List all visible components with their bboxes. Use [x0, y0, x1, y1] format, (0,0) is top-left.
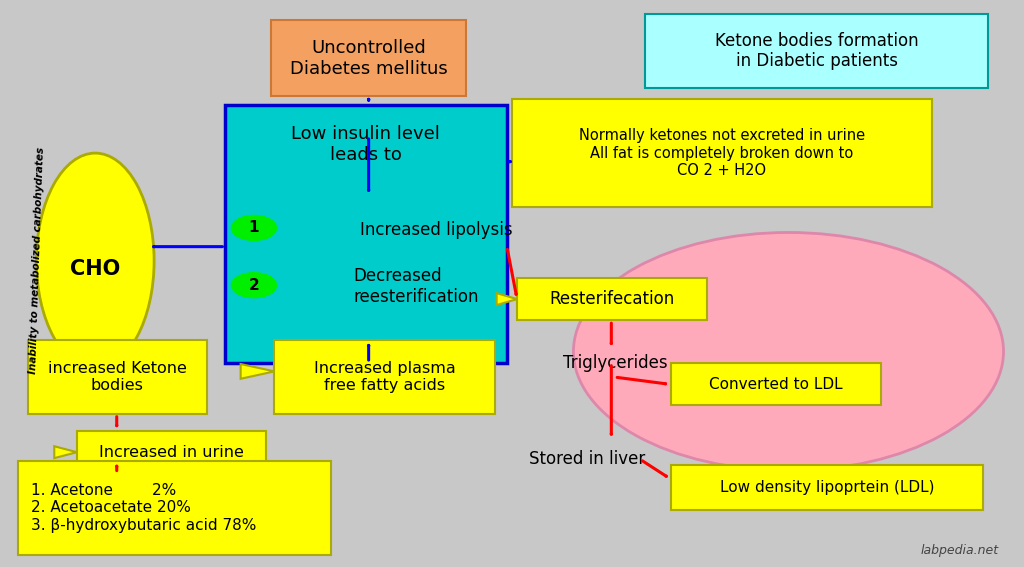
FancyBboxPatch shape	[671, 363, 881, 405]
FancyBboxPatch shape	[274, 340, 495, 414]
Text: Increased lipolysis: Increased lipolysis	[360, 221, 513, 239]
Polygon shape	[241, 364, 274, 379]
Text: Converted to LDL: Converted to LDL	[709, 376, 843, 392]
Text: Increased in urine: Increased in urine	[99, 445, 244, 460]
FancyBboxPatch shape	[517, 278, 707, 320]
Text: Low density lipoprtein (LDL): Low density lipoprtein (LDL)	[720, 480, 934, 495]
Circle shape	[231, 273, 276, 298]
Polygon shape	[54, 446, 77, 458]
Ellipse shape	[573, 232, 1004, 471]
FancyBboxPatch shape	[28, 340, 207, 414]
Text: Normally ketones not excreted in urine
All fat is completely broken down to
CO 2: Normally ketones not excreted in urine A…	[579, 128, 865, 178]
FancyBboxPatch shape	[671, 465, 983, 510]
Text: Uncontrolled
Diabetes mellitus: Uncontrolled Diabetes mellitus	[290, 39, 447, 78]
Text: 1: 1	[249, 221, 259, 235]
Ellipse shape	[37, 153, 154, 369]
Text: Ketone bodies formation
in Diabetic patients: Ketone bodies formation in Diabetic pati…	[715, 32, 919, 70]
Text: CHO: CHO	[70, 259, 121, 280]
Text: Inability to metabolized carbohydrates: Inability to metabolized carbohydrates	[28, 147, 46, 374]
Text: Stored in liver: Stored in liver	[528, 450, 645, 468]
Text: Low insulin level
leads to: Low insulin level leads to	[291, 125, 440, 164]
Text: 2: 2	[249, 278, 259, 293]
Text: Triglycerides: Triglycerides	[563, 354, 668, 372]
FancyBboxPatch shape	[18, 461, 331, 555]
FancyBboxPatch shape	[271, 20, 466, 96]
Text: Resterifecation: Resterifecation	[549, 290, 675, 308]
Polygon shape	[497, 293, 517, 305]
FancyBboxPatch shape	[512, 99, 932, 207]
FancyBboxPatch shape	[225, 105, 507, 363]
Text: Decreased
reesterification: Decreased reesterification	[353, 267, 479, 306]
Text: 1. Acetone        2%
2. Acetoacetate 20%
3. β-hydroxybutaric acid 78%: 1. Acetone 2% 2. Acetoacetate 20% 3. β-h…	[31, 483, 256, 532]
Circle shape	[231, 215, 276, 240]
Text: labpedia.net: labpedia.net	[921, 544, 998, 557]
FancyBboxPatch shape	[645, 14, 988, 88]
Text: increased Ketone
bodies: increased Ketone bodies	[48, 361, 186, 393]
Text: Increased plasma
free fatty acids: Increased plasma free fatty acids	[313, 361, 456, 393]
FancyBboxPatch shape	[77, 431, 266, 473]
